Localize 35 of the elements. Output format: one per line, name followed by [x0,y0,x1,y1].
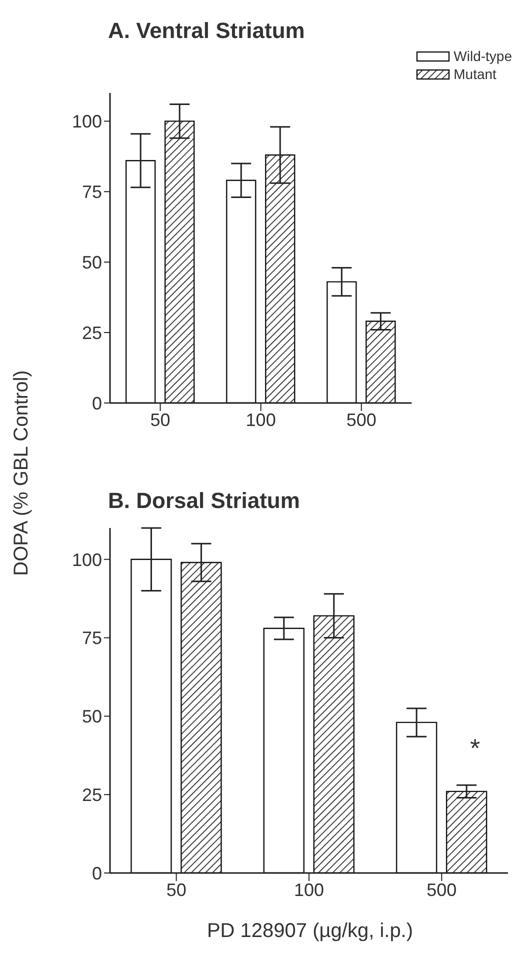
y-tick-label: 25 [82,784,102,805]
bar [265,154,296,403]
y-tick-label: 50 [82,706,102,727]
bar [366,320,396,403]
chart-title: B. Dorsal Striatum [108,488,300,514]
y-tick-label: 50 [82,252,102,272]
y-tick-label: 75 [82,182,102,202]
x-tick-label: 500 [346,410,376,430]
bar [180,562,222,873]
y-tick-label: 100 [72,550,102,570]
legend-label: Wild-type [454,48,512,64]
bar [164,120,195,403]
x-tick-label: 50 [166,880,186,900]
bar [313,615,354,873]
bar [226,180,256,403]
x-tick-label: 500 [426,880,457,900]
x-tick-label: 100 [246,410,276,430]
legend-label: Mutant [454,66,496,82]
bar [396,722,438,873]
x-tick-label: 100 [294,880,324,900]
y-tick-label: 0 [92,393,102,414]
bar [125,160,156,403]
y-tick-label: 25 [82,322,102,343]
bar [326,281,357,403]
y-tick-label: 0 [92,863,102,884]
bar [130,558,172,873]
bar [263,628,304,873]
x-axis-title: PD 128907 (µg/kg, i.p.) [206,920,414,943]
y-tick-label: 100 [72,112,102,132]
x-tick-label: 50 [150,410,170,430]
y-tick-label: 75 [82,628,102,648]
y-axis-title: DOPA (% GBL Control) [10,370,34,576]
chart-title: A. Ventral Striatum [108,18,305,44]
annotation: * [470,733,480,764]
bar [446,790,488,873]
